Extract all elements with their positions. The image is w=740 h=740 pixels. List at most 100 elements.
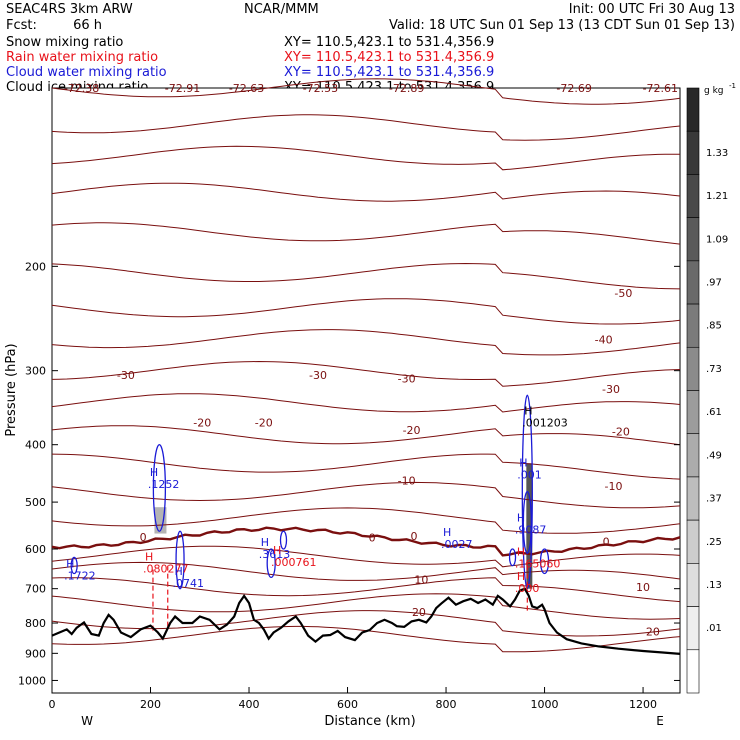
model-name: SEAC4RS 3km ARW: [6, 2, 133, 17]
isotherm-label: -72.38: [64, 82, 99, 95]
extremum-value: .001203: [522, 417, 568, 430]
isotherm-label: 0: [411, 530, 418, 543]
extremum-value: .000761: [271, 556, 317, 569]
extrema-labels: H.1722H.1252H.080277H.0741H.3613H.000761…: [64, 405, 568, 595]
x-axis-label: Distance (km): [324, 714, 415, 729]
colorbar-label: .61: [706, 407, 722, 418]
x-tick-label: 200: [140, 698, 161, 711]
legend-field-xy: XY= 110.5,423.1 to 531.4,356.9: [284, 65, 494, 80]
extremum-value: .9087: [515, 523, 547, 536]
temperature-isotherm: [51, 593, 681, 620]
colorbar-swatch: [686, 346, 700, 391]
snow-shading: [154, 463, 533, 589]
isotherm-label: -72.61: [643, 82, 678, 95]
temperature-contours: [51, 78, 681, 653]
y-tick-label: 300: [25, 365, 46, 378]
isotherm-label: -20: [403, 424, 421, 437]
colorbar-label: 1.33: [706, 148, 728, 159]
isotherm-label: -72.53: [303, 82, 338, 95]
extremum-value: .080277: [143, 562, 189, 575]
extremum-marker: H.0741: [173, 565, 205, 590]
init-time: Init: 00 UTC Fri 30 Aug 13: [569, 2, 735, 17]
x-tick-label: 0: [49, 698, 56, 711]
isotherm-label: -40: [595, 334, 613, 347]
y-tick-label: 400: [25, 439, 46, 452]
temperature-isotherm: [51, 360, 681, 387]
extremum-value: .000: [515, 582, 540, 595]
temperature-isotherm: [51, 453, 681, 480]
x-tick-label: 1200: [629, 698, 657, 711]
colorbar-swatch: [686, 217, 700, 262]
plot-area: -72.38 -72.91 -72.63 -72.53 -72.89 -72.69 -72.…: [18, 78, 681, 711]
cloud-water-contour: [279, 530, 288, 550]
extremum-marker: H.1252: [148, 466, 180, 491]
colorbar-label: 1.09: [706, 234, 728, 245]
temperature-isotherm: [51, 262, 681, 290]
temperature-isotherm: [51, 78, 681, 105]
extremum-letter: H: [524, 405, 532, 418]
colorbar-label: .73: [706, 364, 722, 375]
temperature-isotherm: [51, 425, 681, 446]
isotherm-label: 10: [636, 581, 650, 594]
extremum-marker: H.165060: [515, 546, 561, 571]
colorbar-swatch: [686, 260, 700, 305]
extremum-marker: H.0027: [441, 526, 473, 551]
isotherm-label: -20: [612, 425, 630, 438]
colorbar-label: .37: [706, 494, 722, 505]
temperature-isotherm: [51, 610, 681, 637]
extremum-marker: H.1722: [64, 557, 96, 582]
isotherm-label: -72.63: [229, 82, 264, 95]
extremum-value: .0027: [441, 538, 473, 551]
temperature-isotherm: [51, 114, 681, 141]
colorbar-swatch: [686, 174, 700, 218]
isotherm-label: -10: [398, 475, 416, 488]
y-tick-label: 600: [25, 543, 46, 556]
terrain-line: [51, 587, 681, 655]
colorbar-swatch: [686, 606, 700, 651]
isotherm-label: -72.89: [389, 82, 424, 95]
isotherm-label: -10: [605, 480, 623, 493]
temperature-isotherm: [51, 222, 681, 245]
colorbar-label: .01: [706, 623, 722, 634]
cloud-water-contour: [266, 548, 276, 579]
extremum-letter: H: [150, 466, 158, 479]
legend-field-xy: XY= 110.5,423.1 to 531.4,356.9: [284, 35, 494, 50]
extremum-marker: H.3613: [259, 536, 291, 561]
plot-frame: [51, 87, 681, 694]
extremum-letter: H: [443, 526, 451, 539]
colorbar-swatch: [686, 649, 700, 694]
isotherm-label: -30: [398, 372, 416, 385]
cloud-water-contour: [70, 556, 78, 575]
cloud-water-contour: [175, 530, 185, 590]
extremum-marker: H.000: [515, 570, 540, 595]
colorbar-swatch: [686, 519, 700, 564]
y-tick-label: 700: [25, 583, 46, 596]
isotherm-label: 0: [603, 536, 610, 549]
temperature-isotherm: [51, 329, 681, 356]
temperature-isotherm: [51, 145, 681, 171]
isotherm-label: 10: [414, 574, 428, 587]
extremum-marker: H.001: [517, 457, 542, 482]
isotherm-label: -50: [614, 287, 632, 300]
y-tick-label: 900: [25, 647, 46, 660]
y-axis-label: Pressure (hPa): [4, 343, 19, 436]
temperature-isotherm: [51, 481, 681, 509]
colorbar-swatch: [686, 130, 700, 175]
colorbar-label: .25: [706, 537, 722, 548]
legend-field-xy: XY= 110.5,423.1 to 531.4,356.9: [284, 50, 494, 65]
valid-time: Valid: 18 UTC Sun 01 Sep 13 (13 CDT Sun …: [389, 18, 735, 33]
y-tick-label: 1000: [18, 674, 46, 687]
extremum-letter: H: [261, 536, 269, 549]
fcst-label: Fcst:: [6, 18, 37, 33]
isotherm-label: -30: [117, 369, 135, 382]
extremum-letter: H: [273, 544, 281, 557]
temperature-isotherm: [51, 393, 681, 413]
x-tick-label: 800: [436, 698, 457, 711]
colorbar-label: .49: [706, 450, 722, 461]
colorbar-label: .85: [706, 321, 722, 332]
isotherm-label: 0: [369, 532, 376, 545]
isotherm-label: 20: [646, 625, 660, 638]
extremum-marker: H.000761: [271, 544, 317, 569]
direction-east: E: [656, 714, 664, 728]
